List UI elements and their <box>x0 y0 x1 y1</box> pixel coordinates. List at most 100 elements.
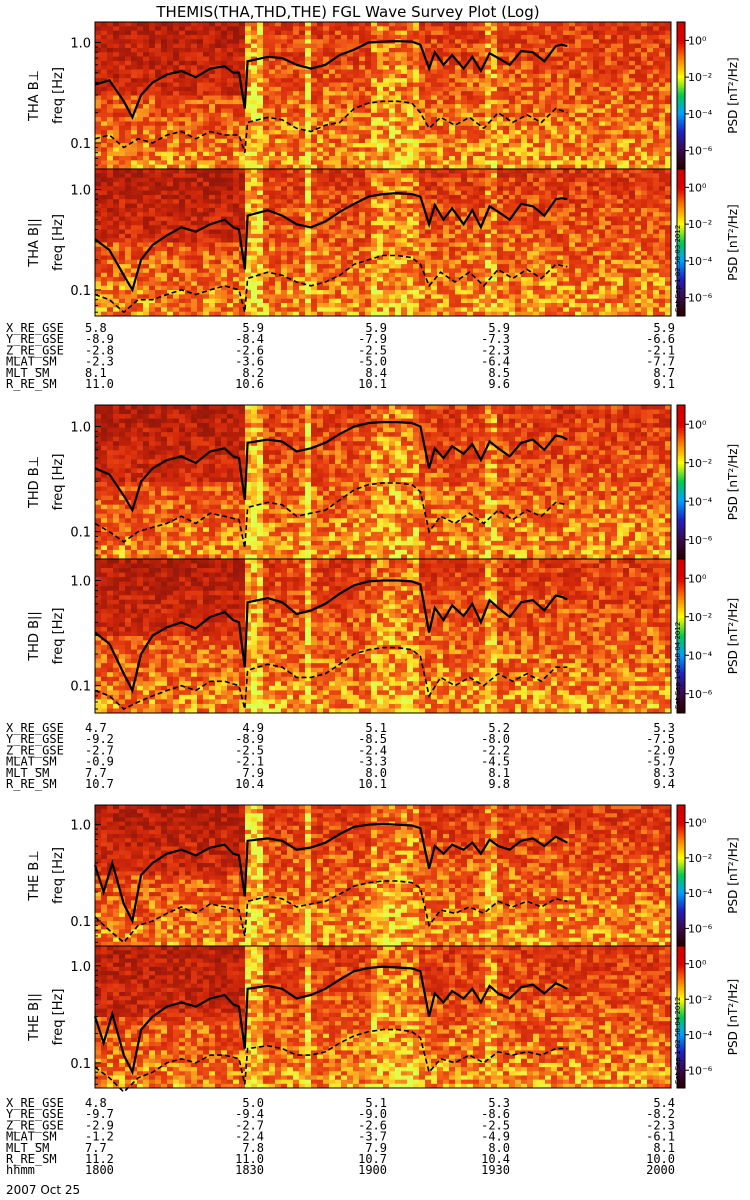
ephemeris-value: 8.1 <box>653 1141 675 1155</box>
colorbar-tick-label: 10⁻⁶ <box>688 145 713 158</box>
ephemeris-value: 5.9 <box>653 321 675 335</box>
ephemeris-row-label: Y_RE_GSE <box>6 1107 64 1121</box>
ephemeris-value: 11.0 <box>235 1152 264 1166</box>
spectrogram-panel-the-par: 1.0 0.1 THE B|| freq [Hz] 10⁰ 10⁻² 10⁻⁴ 10⁻⁶ PSD… <box>27 945 740 1094</box>
ephemeris-value: 5.9 <box>488 321 510 335</box>
ephemeris-value: 9.6 <box>488 377 510 391</box>
ephemeris-value: 5.4 <box>653 1096 675 1110</box>
ephemeris-value: 11.0 <box>85 377 114 391</box>
ephemeris-row-label: Y_RE_GSE <box>6 332 64 346</box>
dashed-frequency-line <box>94 880 568 944</box>
colorbar-tick-label: 10⁰ <box>688 418 707 431</box>
ephemeris-value: -2.9 <box>85 1118 114 1132</box>
colorbar: 10⁰ 10⁻² 10⁻⁴ 10⁻⁶ PSD [nT²/Hz] <box>676 945 740 1089</box>
timestamp-stamp: Sat Sep 1 02:58:04 2012 <box>674 997 682 1084</box>
colorbar-tick-label: 10⁻⁶ <box>688 688 713 701</box>
ephemeris-value: 8.1 <box>488 766 510 780</box>
ephemeris-value: 10.1 <box>358 777 387 791</box>
ephemeris-value: -2.8 <box>85 343 114 357</box>
panel-unit-label: freq [Hz] <box>51 454 66 511</box>
ephemeris-value: -2.2 <box>481 743 510 757</box>
ephemeris-value: 10.7 <box>85 777 114 791</box>
ephemeris-value: -8.6 <box>481 1107 510 1121</box>
colorbar-tick-label: 10⁰ <box>688 572 707 585</box>
ephemeris-value: -2.4 <box>358 743 387 757</box>
solid-frequency-line <box>94 421 568 513</box>
colorbar-tick-label: 10⁻⁴ <box>688 495 713 508</box>
ephemeris-value: 10.1 <box>358 377 387 391</box>
spectrogram-panel-tha-par: 1.0 0.1 THA B|| freq [Hz] 10⁰ 10⁻² 10⁻⁴ 10⁻⁶ PSD… <box>27 168 740 317</box>
panel-unit-label: freq [Hz] <box>51 214 66 271</box>
colorbar-tick-label: 10⁻⁴ <box>688 255 713 268</box>
dashed-frequency-line <box>94 254 568 314</box>
ephemeris-value: 4.7 <box>85 721 107 735</box>
ephemeris-value: 5.1 <box>365 1096 387 1110</box>
ephemeris-value: -9.0 <box>358 1107 387 1121</box>
ephemeris-value: -2.5 <box>235 743 264 757</box>
panel-ylabel: THE B⊥ <box>27 850 42 901</box>
ephemeris-row-label: Z_RE_GSE <box>6 1118 64 1132</box>
timestamp-stamp: Sat Sep 1 02:58:04 2012 <box>674 622 682 709</box>
ephemeris-row-label: Z_RE_GSE <box>6 343 64 357</box>
ephemeris-value: 8.5 <box>488 366 510 380</box>
colorbar-tick-label: 10⁻² <box>688 218 712 231</box>
ephemeris-value: 7.9 <box>365 1141 387 1155</box>
panel-unit-label: freq [Hz] <box>51 608 66 665</box>
ephemeris-value: 9.8 <box>488 777 510 791</box>
ephemeris-value: 10.7 <box>358 1152 387 1166</box>
ephemeris-value: -2.3 <box>85 355 114 369</box>
colorbar-tick-label: 10⁰ <box>688 181 707 194</box>
spectrogram-panel-thd-perp: 1.0 0.1 THD B⊥ freq [Hz] 10⁰ 10⁻² 10⁻⁴ 10⁻⁶ PSD … <box>27 404 740 560</box>
y-tick-label: 1.0 <box>70 36 91 51</box>
spectrogram-panel-thd-par: 1.0 0.1 THD B|| freq [Hz] 10⁰ 10⁻² 10⁻⁴ 10⁻⁶ PSD… <box>27 558 740 714</box>
ephemeris-value: 11.2 <box>85 1152 114 1166</box>
panel-unit-label: freq [Hz] <box>51 847 66 904</box>
ephemeris-value: -6.1 <box>646 1130 675 1144</box>
colorbar: 10⁰ 10⁻² 10⁻⁴ 10⁻⁶ PSD [nT²/Hz] <box>676 558 740 714</box>
ephemeris-value: -4.9 <box>481 1130 510 1144</box>
ephemeris-value: 5.3 <box>653 721 675 735</box>
ephemeris-value: 4.8 <box>85 1096 107 1110</box>
ephemeris-value: -2.7 <box>235 1118 264 1132</box>
y-tick-label: 0.1 <box>70 526 91 541</box>
date-label: 2007 Oct 25 <box>6 1183 80 1197</box>
ephemeris-value: 8.0 <box>488 1141 510 1155</box>
ephemeris-value: -2.1 <box>235 755 264 769</box>
ephemeris-row-label: MLAT_SM <box>6 755 57 769</box>
ephemeris-value: -6.6 <box>646 332 675 346</box>
y-tick-label: 1.0 <box>70 819 91 834</box>
ephemeris-row-label: MLT_SM <box>6 366 49 380</box>
ephemeris-value: 9.4 <box>653 777 675 791</box>
ephemeris-value: 5.2 <box>488 721 510 735</box>
ephemeris-value: -2.3 <box>481 343 510 357</box>
solid-frequency-line <box>93 822 568 925</box>
colorbar-tick-label: 10⁻⁴ <box>688 887 713 900</box>
colorbar-tick-label: 10⁻⁴ <box>688 108 713 121</box>
heatmap-cells <box>95 559 672 714</box>
ephemeris-row-label: MLAT_SM <box>6 1130 57 1144</box>
solid-frequency-line <box>94 579 568 694</box>
colorbar: 10⁰ 10⁻² 10⁻⁴ 10⁻⁶ PSD [nT²/Hz] <box>676 21 740 170</box>
ephemeris-row-label: X_RE_GSE <box>6 321 64 335</box>
ephemeris-value: 7.7 <box>85 766 107 780</box>
ephemeris-value: -2.4 <box>235 1130 264 1144</box>
y-tick-label: 1.0 <box>70 420 91 435</box>
y-tick-label: 1.0 <box>70 960 91 975</box>
ephemeris-value: -8.0 <box>481 732 510 746</box>
ephemeris-value: -2.5 <box>358 343 387 357</box>
ephemeris-value: 10.0 <box>646 1152 675 1166</box>
ephemeris-value: -6.4 <box>481 355 510 369</box>
ephemeris-value: 8.4 <box>365 366 387 380</box>
ephemeris-value: -2.7 <box>85 743 114 757</box>
spectrogram-panel-tha-perp: 1.0 0.1 THA B⊥ freq [Hz] 10⁰ 10⁻² 10⁻⁴ 10⁻⁶ PSD … <box>27 21 740 170</box>
solid-frequency-line <box>94 40 568 120</box>
ephemeris-value: -2.6 <box>358 1118 387 1132</box>
ephemeris-value: 5.9 <box>242 321 264 335</box>
dashed-frequency-line <box>94 646 568 710</box>
colorbar: 10⁰ 10⁻² 10⁻⁴ 10⁻⁶ PSD [nT²/Hz] <box>676 804 740 947</box>
ephemeris-value: -3.3 <box>358 755 387 769</box>
ephemeris-value: -7.7 <box>646 355 675 369</box>
solid-frequency-line <box>94 191 568 293</box>
ephemeris-value: -7.3 <box>481 332 510 346</box>
